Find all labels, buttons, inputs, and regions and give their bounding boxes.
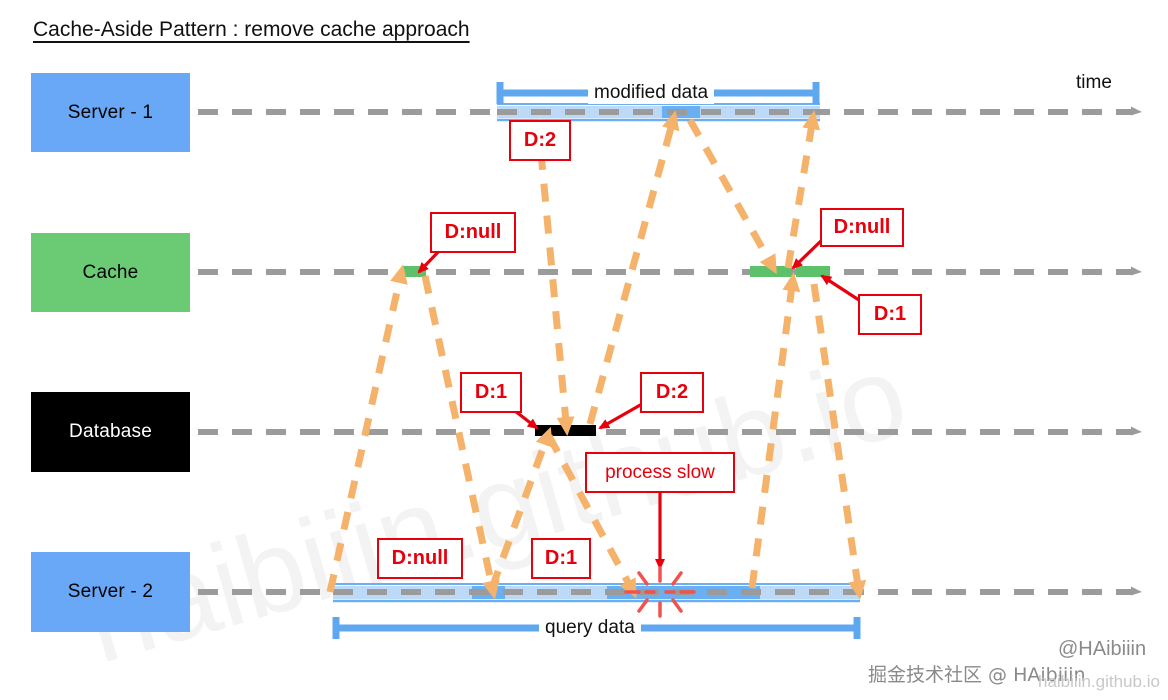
lane-label-server-2: Server - 2 [67,581,154,602]
flow-server2-read-db [488,426,553,590]
timeline-axes [198,106,1142,596]
lane-label-cache: Cache [82,261,139,283]
note-cache-null-left[interactable]: D:null [430,212,516,253]
note-server1-d2[interactable]: D:2 [509,120,571,161]
leader-cache-d1 [820,274,863,304]
flow-server2-read-cache [326,264,408,593]
note-db-d2[interactable]: D:2 [640,372,704,413]
note-process-slow[interactable]: process slow [585,452,735,493]
leader-cache-null-left [417,248,442,274]
span-label-modified-data: modified data [588,82,715,104]
lane-box-server-2[interactable]: Server - 2 [31,552,190,632]
note-db-d1[interactable]: D:1 [460,372,522,413]
flow-server2-write-cache [748,272,801,589]
timeline-overlay-dashes [333,109,860,595]
lane-label-server-1: Server - 1 [67,101,154,123]
flow-server1-remove-cache [686,118,777,275]
flow-cache-removed-ack [784,110,821,269]
time-axis-label: time [1076,72,1112,93]
flow-arrows [326,110,867,600]
note-cache-d1[interactable]: D:1 [858,294,922,335]
lane-box-cache[interactable]: Cache [31,233,190,312]
lane-label-database: Database [69,421,152,442]
page-title: Cache-Aside Pattern : remove cache appro… [33,18,470,41]
note-cache-null-right[interactable]: D:null [820,208,904,247]
flow-db-ack-d2 [586,110,680,425]
span-label-query-data: query data [539,617,641,639]
note-server2-null[interactable]: D:null [377,538,463,579]
lane-box-server-1[interactable]: Server - 1 [31,73,190,152]
database-state-marker [535,425,596,436]
flow-db-returns-d1 [545,434,637,599]
leader-db-d2 [598,402,643,430]
burst-icon [624,566,696,618]
leader-cache-null-right [791,236,826,270]
note-server2-d1[interactable]: D:1 [531,538,591,579]
flow-cache-miss-null [421,275,500,600]
lane-box-database[interactable]: Database [31,392,190,472]
